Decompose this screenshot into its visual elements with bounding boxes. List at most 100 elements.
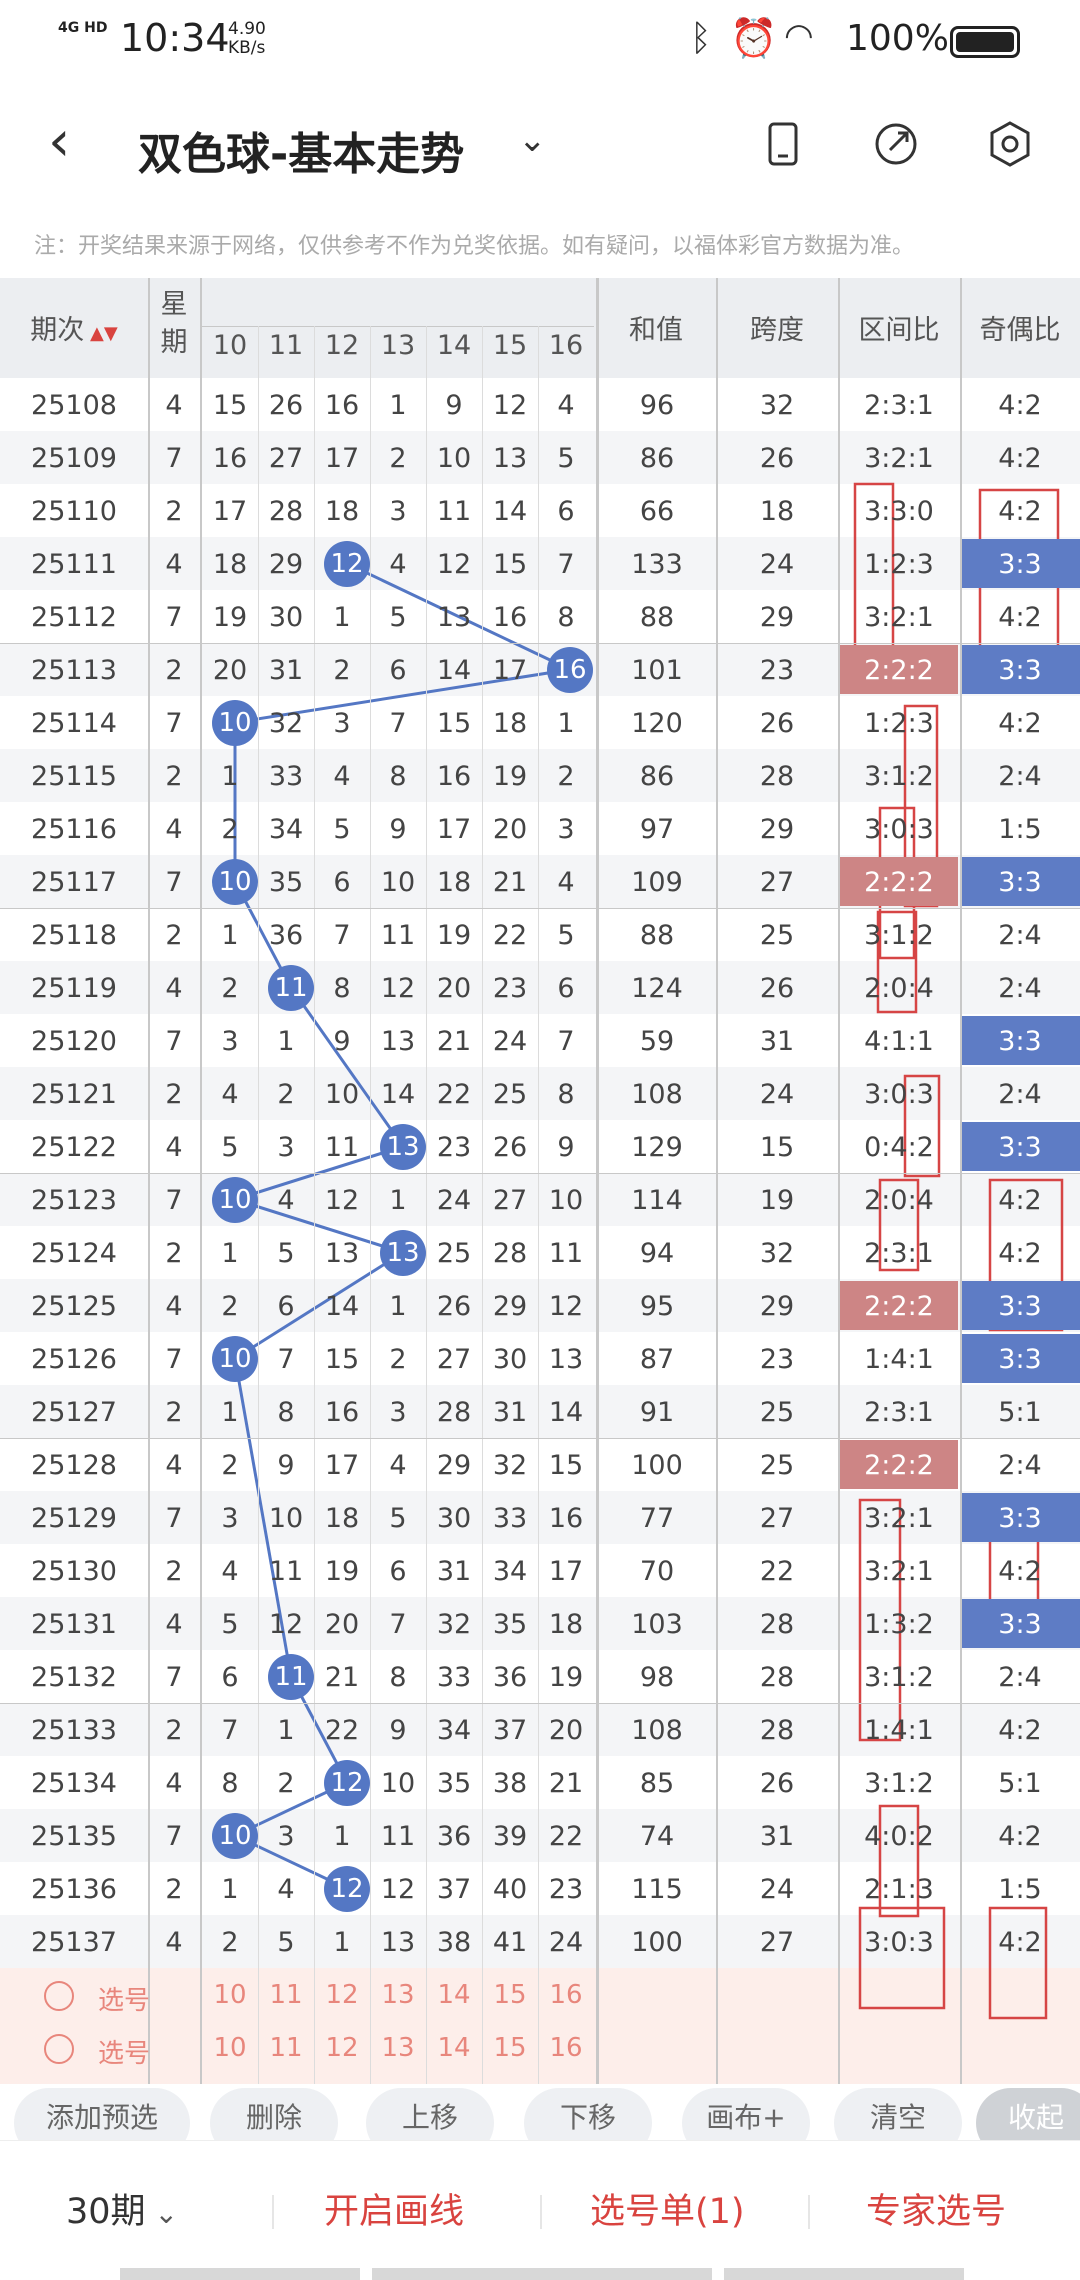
bottom-toolbar: 30期 ⌄ 开启画线 选号单(1) 专家选号 [0,2140,1080,2280]
sum-cell: 120 [631,708,683,739]
table-row [0,1014,1080,1067]
number-cell: 21 [324,1662,360,1693]
select-number[interactable]: 11 [269,1980,303,2010]
share-icon[interactable] [870,118,922,170]
sum-cell: 66 [639,496,675,527]
table-row [0,749,1080,802]
number-cell: 3 [333,708,351,739]
number-cell: 5 [557,920,575,951]
number-cell: 4 [389,1450,407,1481]
action-chip-6[interactable]: 收起 [976,2088,1080,2140]
span-cell: 32 [759,1238,795,1269]
number-cell: 2 [389,1344,407,1375]
odd-even-cell: 3:3 [998,1026,1042,1057]
grid-line [258,326,259,2084]
page-title[interactable]: 双色球-基本走势 [138,129,465,180]
odd-even-highlight [962,857,1080,906]
number-cell: 20 [212,655,248,686]
number-cell: 4 [277,1874,295,1905]
action-chip-0[interactable]: 添加预选 [14,2088,190,2140]
span-cell: 24 [759,1874,795,1905]
number-cell: 34 [436,1715,472,1746]
number-cell: 33 [268,761,304,792]
number-cell: 8 [333,973,351,1004]
phone-icon[interactable] [758,118,810,170]
odd-even-cell: 2:4 [998,1450,1042,1481]
week-cell: 2 [165,761,183,792]
select-number[interactable]: 15 [493,2033,527,2063]
number-cell: 1 [221,761,239,792]
grid-line [0,908,1080,909]
zone-ratio-cell: 3:1:2 [864,920,934,951]
zone-ratio-cell: 2:0:4 [864,973,934,1004]
span-cell: 25 [759,1450,795,1481]
select-number[interactable]: 13 [381,2033,415,2063]
number-cell: 3 [277,1821,295,1852]
odd-even-highlight [962,1493,1080,1542]
expert-pick-button[interactable]: 专家选号 [866,2192,1007,2232]
period-selector[interactable]: 30期 ⌄ [66,2192,178,2232]
number-cell: 13 [324,1238,360,1269]
number-cell: 16 [324,390,360,421]
select-number[interactable]: 14 [437,1980,471,2010]
number-cell: 20 [548,1715,584,1746]
select-number[interactable]: 12 [325,1980,359,2010]
number-cell: 6 [389,655,407,686]
grid-line [482,326,483,2084]
number-cell: 28 [268,496,304,527]
number-cell: 22 [324,1715,360,1746]
action-chip-2[interactable]: 上移 [366,2088,494,2140]
select-number[interactable]: 15 [493,1980,527,2010]
week-cell: 2 [165,1397,183,1428]
number-cell: 2 [221,1927,239,1958]
issue-cell: 25118 [31,920,117,951]
select-number[interactable]: 14 [437,2033,471,2063]
select-number[interactable]: 16 [549,2033,583,2063]
number-cell: 1 [333,1927,351,1958]
action-chip-4[interactable]: 画布+ [682,2088,810,2140]
select-number[interactable]: 12 [325,2033,359,2063]
action-chip-3[interactable]: 下移 [524,2088,652,2140]
table-row [0,590,1080,643]
issue-cell: 25115 [31,761,117,792]
select-radio-icon[interactable] [44,1981,74,2011]
select-number[interactable]: 16 [549,1980,583,2010]
span-cell: 24 [759,1079,795,1110]
selection-list-button[interactable]: 选号单(1) [590,2192,745,2232]
trend-line [234,668,571,724]
number-cell: 23 [436,1132,472,1163]
back-arrow-icon[interactable]: ‹ [48,109,71,174]
action-chip-1[interactable]: 删除 [210,2088,338,2140]
settings-icon[interactable] [984,118,1036,170]
draw-line-button[interactable]: 开启画线 [324,2192,465,2232]
span-cell: 22 [759,1556,795,1587]
span-cell: 15 [759,1132,795,1163]
header-issue[interactable]: 期次 ▲▼ [30,315,118,346]
select-number[interactable]: 10 [213,1980,247,2010]
drawn-number-ball: 12 [324,540,370,587]
trend-line [234,1198,404,1254]
select-number[interactable]: 10 [213,2033,247,2063]
number-cell: 1 [389,390,407,421]
annotation-box [988,1178,1064,1332]
number-cell: 4 [557,867,575,898]
zone-ratio-cell: 2:3:1 [864,1238,934,1269]
chevron-down-icon[interactable]: ⌄ [518,120,547,160]
issue-cell: 25119 [31,973,117,1004]
select-number[interactable]: 13 [381,1980,415,2010]
zone-ratio-cell: 1:3:2 [864,1609,934,1640]
select-radio-icon[interactable] [44,2034,74,2064]
number-cell: 17 [324,1450,360,1481]
number-cell: 38 [492,1768,528,1799]
table-row [0,1120,1080,1173]
zone-highlight [840,857,958,906]
table-row [0,1756,1080,1809]
number-cell: 14 [548,1397,584,1428]
odd-even-cell: 4:2 [998,1821,1042,1852]
span-cell: 26 [759,973,795,1004]
select-number[interactable]: 11 [269,2033,303,2063]
number-cell: 6 [333,867,351,898]
action-chip-5[interactable]: 清空 [834,2088,962,2140]
number-cell: 9 [557,1132,575,1163]
span-cell: 27 [759,1927,795,1958]
